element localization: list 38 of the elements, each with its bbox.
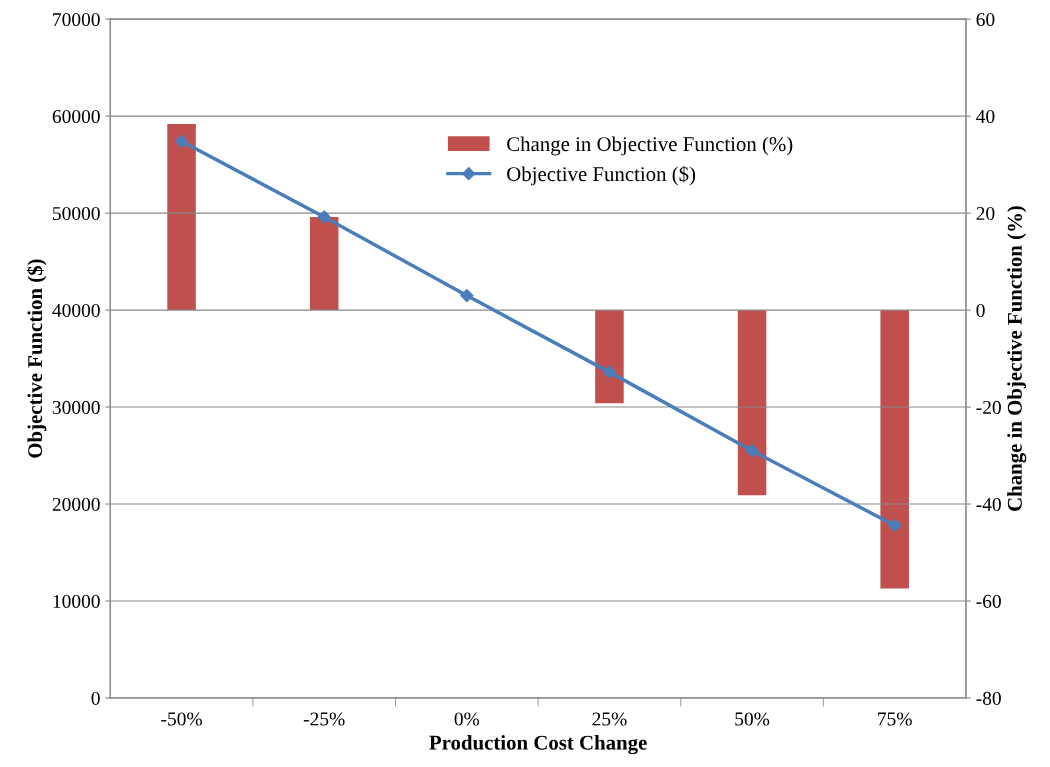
point — [888, 518, 902, 532]
point — [317, 210, 331, 224]
x-tick-label: -50% — [161, 712, 202, 726]
y-tick-label: 40000 — [52, 303, 100, 318]
y-axis-title: Objective Function ($) — [26, 259, 47, 458]
x-tick-label: 75% — [878, 712, 912, 726]
y2-tick-label: 60 — [976, 12, 995, 27]
y-tick-label: 70000 — [53, 12, 100, 27]
x-tick-label: -25% — [303, 712, 345, 726]
x-tick-label: 0% — [454, 712, 480, 726]
bar — [880, 310, 909, 589]
y-tick-label: 30000 — [52, 400, 100, 414]
x-axis-title: Production Cost Change — [429, 735, 647, 755]
x-tick-label: 25% — [592, 712, 627, 726]
y2-tick-label: -80 — [976, 691, 1001, 705]
bar — [737, 310, 767, 496]
y-tick-label: 50000 — [53, 206, 100, 221]
bar — [595, 310, 624, 404]
x-tick-label: 50% — [735, 712, 770, 726]
y2-tick-label: -20 — [976, 400, 1001, 414]
bar — [309, 217, 339, 311]
bar — [167, 123, 196, 311]
legend-label: Objective Function ($) — [507, 165, 696, 186]
y-tick-label: 10000 — [53, 594, 100, 608]
y2-tick-label: -60 — [976, 594, 1001, 608]
y2-tick-label: -40 — [976, 497, 1001, 511]
point — [460, 288, 474, 303]
y2-axis-title: Change in Objective Function (%) — [1007, 206, 1027, 511]
y2-tick-label: 20 — [976, 206, 995, 221]
y2-tick-label: 0 — [976, 303, 985, 318]
y-tick-label: 60000 — [52, 109, 100, 124]
point — [174, 134, 189, 148]
point — [745, 444, 759, 458]
y-tick-label: 0 — [91, 691, 100, 705]
y-tick-label: 20000 — [52, 497, 100, 511]
legend-label: Change in Objective Function (%) — [507, 136, 793, 156]
point — [602, 365, 617, 379]
y2-tick-label: 40 — [976, 109, 995, 124]
